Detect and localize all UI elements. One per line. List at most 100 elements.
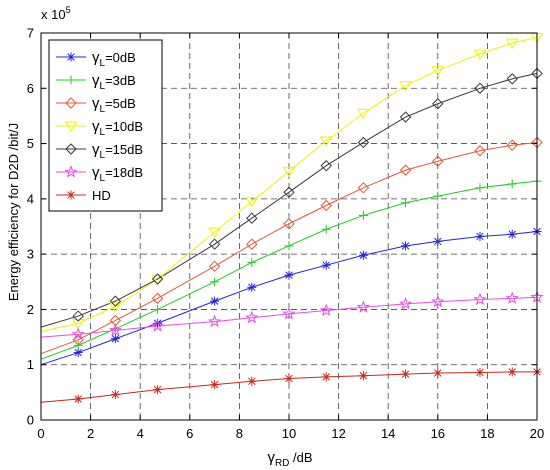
legend-label: HD xyxy=(92,188,111,203)
legend-label-suffix: =3dB xyxy=(105,73,136,88)
data-point-2 xyxy=(506,139,518,151)
legend-marker xyxy=(64,121,78,132)
data-point-1 xyxy=(507,179,517,189)
legend-label-suffix: =18dB xyxy=(105,165,143,180)
data-point-4 xyxy=(399,111,412,123)
data-point-2 xyxy=(474,145,486,157)
data-point-0 xyxy=(321,260,331,270)
legend: γL=0dBγL=3dBγL=5dBγL=10dBγL=15dBγL=18dBH… xyxy=(48,39,163,212)
data-point-1 xyxy=(153,304,163,314)
legend-entry: γL=18dB xyxy=(56,164,143,184)
legend-label-main: γ xyxy=(92,95,100,112)
series-line-4 xyxy=(40,72,538,328)
data-point-3 xyxy=(399,81,412,92)
legend-label-sub: L xyxy=(100,173,106,184)
legend-label-suffix: =10dB xyxy=(105,119,143,134)
legend-entry: γL=5dB xyxy=(56,95,136,115)
legend-label: γL=3dB xyxy=(92,72,136,92)
grid xyxy=(41,33,537,420)
x-tick-label: 8 xyxy=(236,426,243,441)
legend-label-sub: L xyxy=(100,81,106,92)
y-tick-label: 1 xyxy=(27,357,34,372)
y-exponent: x 105 xyxy=(41,5,71,22)
legend-label: γL=0dB xyxy=(92,49,136,69)
data-point-2 xyxy=(208,260,221,273)
data-point-3 xyxy=(108,302,122,313)
data-point-2 xyxy=(246,238,258,250)
legend-label: γL=10dB xyxy=(92,118,143,138)
data-point-3 xyxy=(282,166,296,178)
legend-label: γL=18dB xyxy=(92,164,143,184)
data-point-5 xyxy=(150,319,165,332)
data-point-6 xyxy=(110,390,120,400)
data-point-3 xyxy=(431,66,445,77)
series-lines xyxy=(40,36,538,403)
y-tick-label: 0 xyxy=(27,413,34,428)
data-point-1 xyxy=(284,241,294,251)
data-point-2 xyxy=(320,199,332,212)
data-point-3 xyxy=(473,49,487,60)
legend-marker xyxy=(66,190,76,200)
x-tick-label: 20 xyxy=(530,426,544,441)
y-exponent-base: x 10 xyxy=(41,7,66,22)
legend-entry: γL=10dB xyxy=(56,118,143,138)
data-point-1 xyxy=(475,183,485,193)
data-point-5 xyxy=(71,327,85,340)
legend-entry: γL=3dB xyxy=(56,72,136,92)
legend-label-suffix: =15dB xyxy=(105,142,143,157)
data-point-5 xyxy=(208,314,222,328)
x-tick-label: 18 xyxy=(480,426,494,441)
data-point-5 xyxy=(505,291,519,304)
data-point-3 xyxy=(208,227,222,238)
legend-marker xyxy=(65,97,77,109)
data-point-1 xyxy=(210,277,220,287)
legend-label-main: γ xyxy=(92,141,100,158)
data-point-0 xyxy=(401,241,411,251)
data-point-6 xyxy=(358,371,368,381)
legend-label-suffix: =5dB xyxy=(105,96,136,111)
series-line-0 xyxy=(40,230,538,366)
data-point-4 xyxy=(506,73,518,85)
data-point-3 xyxy=(245,197,259,208)
y-ticks: 0 1 2 3 4 5 6 7 xyxy=(27,26,537,428)
y-exponent-power: 5 xyxy=(66,5,71,15)
data-point-4 xyxy=(246,212,258,224)
data-point-5 xyxy=(398,296,413,310)
y-tick-label: 5 xyxy=(27,136,34,151)
legend-label-main: γ xyxy=(92,118,100,135)
y-tick-label: 7 xyxy=(27,26,34,41)
y-tick-label: 4 xyxy=(27,191,34,206)
x-tick-label: 0 xyxy=(37,426,44,441)
data-point-1 xyxy=(401,198,411,208)
data-point-1 xyxy=(358,210,368,220)
legend-label-main: γ xyxy=(92,164,100,181)
legend-label: γL=15dB xyxy=(92,141,143,161)
y-tick-label: 6 xyxy=(27,81,34,96)
data-point-2 xyxy=(151,292,164,305)
data-point-5 xyxy=(108,323,122,337)
data-point-0 xyxy=(247,282,257,292)
data-point-6 xyxy=(153,385,163,395)
data-point-4 xyxy=(109,295,122,307)
legend-entry: HD xyxy=(56,188,111,203)
series-line-6 xyxy=(40,371,537,403)
data-point-5 xyxy=(282,306,296,320)
x-tick-label: 10 xyxy=(282,426,296,441)
data-point-3 xyxy=(356,108,370,120)
data-point-4 xyxy=(72,310,84,322)
data-point-4 xyxy=(357,136,370,149)
legend-entry: γL=0dB xyxy=(56,49,136,69)
x-ticks: 0 2 4 6 8 10 12 14 16 18 20 xyxy=(37,33,544,441)
data-point-6 xyxy=(284,374,294,384)
legend-label-sub: L xyxy=(100,58,106,69)
data-point-6 xyxy=(507,367,517,377)
data-point-6 xyxy=(401,369,411,379)
legend-marker xyxy=(64,165,78,178)
data-point-4 xyxy=(283,186,295,198)
data-point-0 xyxy=(433,236,443,246)
data-point-2 xyxy=(357,182,370,194)
x-tick-label: 12 xyxy=(331,426,345,441)
legend-label-suffix: =0dB xyxy=(105,50,136,65)
data-point-4 xyxy=(320,159,332,172)
